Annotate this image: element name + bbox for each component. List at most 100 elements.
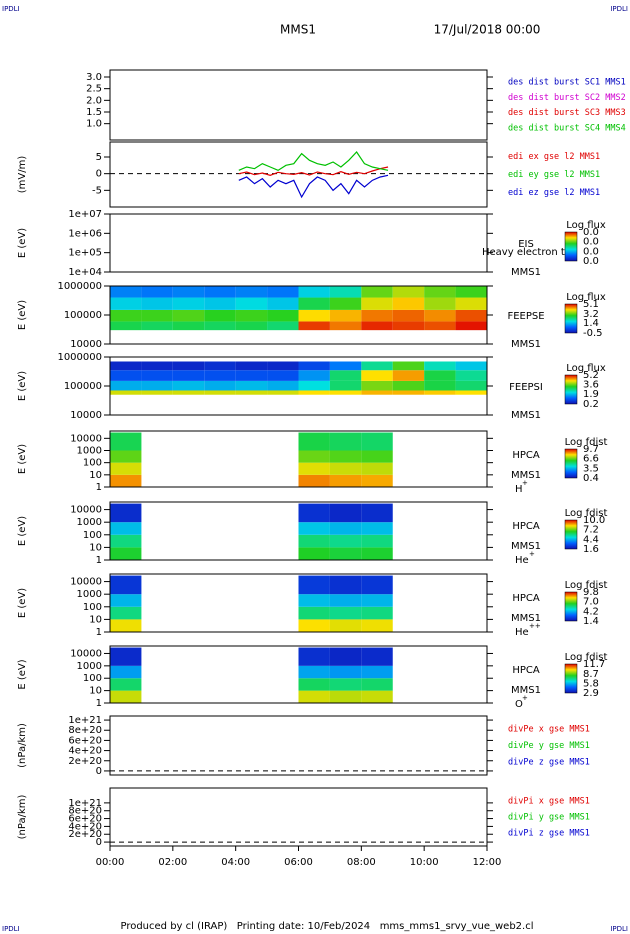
panel-frame [109, 715, 488, 776]
spectrogram-cell [361, 594, 393, 607]
colorbar-tick-label: 11.7 [583, 659, 605, 670]
spectrogram-cell [267, 286, 299, 298]
colorbar-tick-label: 6.6 [583, 454, 599, 465]
spectrogram-cell [110, 462, 142, 475]
colorbar-tick-label: 1.9 [583, 389, 599, 400]
y-axis-label: (nPa/km) [17, 795, 28, 840]
instrument-label: HPCA [512, 593, 540, 604]
y-tick-label: 1.5 [86, 107, 102, 118]
spectrogram-cell [172, 286, 205, 298]
spectrogram-cell [455, 297, 487, 310]
colorbar-tick-label: 7.0 [583, 597, 599, 608]
spectrogram-cell [298, 309, 330, 322]
x-tick-label: 00:00 [96, 857, 125, 868]
colorbar-title: Log fdist [565, 437, 608, 448]
spectrogram-cell [361, 534, 393, 548]
spectrogram-cell [329, 380, 362, 391]
y-tick-label: 2e+20 [68, 829, 102, 840]
spectrogram-cell [110, 361, 142, 371]
instrument-label: HPCA [512, 521, 540, 532]
spectrogram-cell [298, 286, 330, 298]
spectrogram-cell [455, 309, 487, 322]
spectrogram-cell [298, 606, 330, 620]
spectrogram-cell [298, 647, 330, 666]
y-tick-label: 0 [96, 169, 102, 180]
spacecraft-label: MMS1 [511, 339, 541, 350]
spacecraft-label: MMS1 [511, 410, 541, 421]
colorbar-tick-label: 5.2 [583, 370, 599, 381]
spectrogram-cell [424, 380, 456, 391]
spacecraft-label: MMS1 [511, 470, 541, 481]
spectrogram-cell [110, 678, 142, 691]
spectrogram-cell [204, 309, 236, 322]
spectrogram-cell [141, 321, 173, 331]
legend-entry: divPi x gse MMS1 [508, 796, 590, 806]
spectrogram-cell [329, 690, 362, 703]
spectrogram-cell [204, 297, 236, 310]
panel-frame [109, 69, 488, 141]
y-tick-label: 100 [83, 602, 102, 613]
spectrogram-cell [298, 450, 330, 463]
date: 17/Jul/2018 00:00 [434, 23, 541, 37]
spectrogram-cell [392, 321, 425, 331]
colorbar-tick-label: 7.2 [583, 525, 599, 536]
panel-frame [109, 430, 488, 488]
colorbar-tick-label: 9.8 [583, 587, 599, 598]
colorbar-tick-label: 1.4 [583, 318, 599, 329]
colorbar-title: Log fdist [565, 508, 608, 519]
colorbar [564, 663, 578, 694]
spectrogram-cell [110, 647, 142, 666]
spectrogram-cell [392, 297, 425, 310]
spectrogram-cell [361, 297, 393, 310]
spectrogram-cell [267, 361, 299, 371]
y-tick-label: 10000 [70, 577, 102, 588]
legend-entry: des dist burst SC1 MMS1 [508, 78, 626, 88]
spectrogram-cell [392, 286, 425, 298]
y-tick-label: 1000 [77, 661, 102, 672]
y-tick-label: 0 [96, 766, 102, 777]
spectrogram-cell [110, 286, 142, 298]
colorbar [564, 374, 578, 405]
spectrogram-cell [172, 321, 205, 331]
spectrogram-cell [298, 503, 330, 523]
spectrogram-cell [361, 606, 393, 620]
spectrogram-cell [361, 678, 393, 691]
spectrogram-cell [298, 522, 330, 535]
spectrogram-cell [329, 297, 362, 310]
colorbar-title: Log flux [566, 292, 606, 303]
legend-entry: edi ez gse l2 MMS1 [508, 188, 600, 198]
y-tick-label: 100 [83, 458, 102, 469]
y-tick-label: 1e+21 [68, 715, 102, 726]
spectrogram-cell [424, 370, 456, 381]
legend-entry: divPe x gse MMS1 [508, 725, 590, 735]
panel-frame [109, 501, 488, 561]
spectrogram-cell [424, 286, 456, 298]
y-tick-label: 10 [89, 470, 102, 481]
y-tick-label: 100000 [64, 381, 102, 392]
spectrogram-cell [298, 534, 330, 548]
corner-label: IPDLI [2, 5, 20, 13]
y-tick-label: 2.5 [86, 84, 102, 95]
colorbar-tick-label: -0.5 [583, 328, 603, 339]
colorbar-tick-label: 0.2 [583, 399, 599, 410]
legend-entry: divPe y gse MMS1 [508, 741, 590, 751]
y-tick-label: 1000 [77, 589, 102, 600]
spectrogram-cell [329, 503, 362, 523]
spectrogram-cell [267, 321, 299, 331]
spectrogram-cell [235, 380, 268, 391]
spectrogram-cell [424, 390, 456, 395]
data-line [238, 166, 389, 176]
spectrogram-cell [329, 286, 362, 298]
spectrogram-cell [424, 297, 456, 310]
spectrogram-cell [329, 450, 362, 463]
spectrogram-cell [329, 606, 362, 620]
spectrogram-cell [329, 665, 362, 679]
spectrogram-cell [361, 647, 393, 666]
y-axis-label: E (eV) [17, 371, 28, 401]
spectrogram-cell [172, 390, 205, 395]
colorbar-tick-label: 1.6 [583, 544, 599, 555]
y-tick-label: 2.0 [86, 95, 102, 106]
spectrogram-cell [361, 309, 393, 322]
spectrogram-cell [235, 309, 268, 322]
spectrogram-cell [298, 665, 330, 679]
